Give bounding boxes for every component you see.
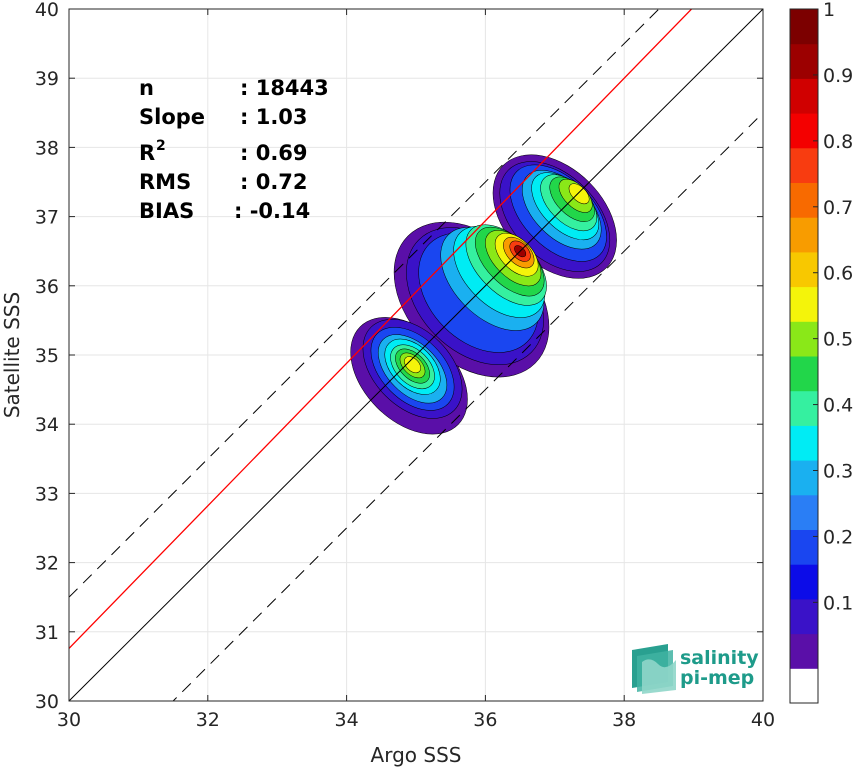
y-tick-label: 35 [35,345,59,367]
logo-waves-icon [632,644,676,694]
stat-value: : 0.69 [240,141,308,165]
stat-value: : 1.03 [240,105,308,129]
colorbar-band [790,147,818,183]
axis-ticks: 30 32 34 36 38 40 30 31 32 33 34 35 36 37 38 39 40 [35,0,775,731]
colorbar-tick-label: 1 [823,0,835,21]
colorbar-band [790,217,818,253]
colorbar-tick-label: 0.2 [823,526,853,548]
colorbar-band [790,564,818,600]
stat-value: : 18443 [240,76,329,100]
y-tick-label: 32 [35,553,59,575]
colorbar-band [790,251,818,288]
colorbar-tick-label: 0.8 [823,131,853,153]
y-tick-label: 37 [35,207,59,229]
stat-label: RMS [139,170,191,194]
y-tick-label: 40 [35,0,59,21]
colorbar-band [790,9,818,45]
colorbar-tick-label: 0.5 [823,329,853,351]
colorbar: 0.1 0.2 0.3 0.4 0.5 0.6 0.7 0.8 0.9 1 [789,0,853,704]
y-tick-label: 36 [35,276,59,298]
salinity-pi-mep-logo: salinity pi-mep [632,644,759,694]
colorbar-band [790,113,818,149]
x-tick-label: 32 [196,709,220,731]
stats-annotation: n : 18443 Slope : 1.03 R 2 : 0.69 RMS : 0.72 BIAS… [139,76,329,223]
reference-lines [69,9,763,701]
logo-text-line2: pi-mep [680,667,754,689]
colorbar-tick-label: 0.3 [823,461,853,483]
colorbar-band [790,390,818,426]
logo-text-line1: salinity [680,647,759,669]
colorbar-band [790,356,818,392]
x-axis-label: Argo SSS [371,743,462,767]
colorbar-band [790,78,818,114]
upper-dashed-line [69,9,660,598]
regression-line [69,9,693,649]
colorbar-tick-label: 0.4 [823,395,853,417]
one-to-one-line [69,9,763,701]
colorbar-band [790,598,818,635]
stat-label: n [139,76,154,100]
colorbar-band [790,529,818,565]
stat-value: : 0.72 [240,170,308,194]
colorbar-tick-label: 0.6 [823,263,853,285]
colorbar-band [790,286,818,322]
stat-value: : -0.14 [234,199,310,223]
y-tick-label: 30 [35,691,59,713]
y-tick-label: 34 [35,414,59,436]
colorbar-band [790,633,818,669]
colorbar-frame [789,8,819,704]
density-contour [404,356,421,374]
y-tick-label: 33 [35,483,59,505]
stat-label: Slope [139,105,205,129]
colorbar-band [790,182,818,218]
stat-label: BIAS [139,199,194,223]
x-tick-label: 38 [612,709,636,731]
colorbar-band [790,460,818,496]
colorbar-band [790,668,818,704]
x-tick-label: 40 [751,709,775,731]
lower-dashed-line [172,112,763,701]
colorbar-band [790,494,818,530]
colorbar-tick-label: 0.9 [823,65,853,87]
colorbar-tick-label: 0.1 [823,592,853,614]
y-axis-label: Satellite SSS [0,292,24,418]
colorbar-band [790,43,818,79]
stat-label: R [139,141,155,165]
x-tick-label: 36 [473,709,497,731]
x-tick-label: 34 [335,709,359,731]
stat-label-superscript: 2 [156,138,166,154]
x-tick-label: 30 [57,709,81,731]
y-tick-label: 31 [35,622,59,644]
colorbar-tick-label: 0.7 [823,197,853,219]
y-tick-label: 39 [35,68,59,90]
colorbar-band [790,425,818,461]
y-tick-label: 38 [35,137,59,159]
density-contour [568,183,590,205]
